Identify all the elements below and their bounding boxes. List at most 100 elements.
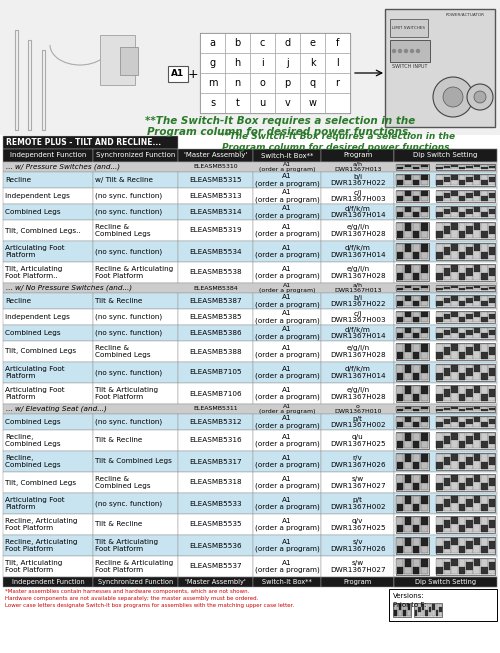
- Circle shape: [467, 84, 493, 110]
- Bar: [451, 454, 458, 469]
- Bar: [178, 430, 253, 451]
- Bar: [436, 611, 438, 616]
- Bar: [178, 172, 253, 188]
- Bar: [405, 454, 411, 462]
- Bar: [444, 312, 450, 322]
- Bar: [418, 607, 420, 613]
- Bar: [178, 472, 253, 493]
- Bar: [459, 441, 465, 448]
- Bar: [452, 417, 458, 422]
- Bar: [253, 204, 321, 220]
- Bar: [481, 433, 488, 448]
- Bar: [481, 538, 488, 553]
- Bar: [436, 516, 496, 533]
- Bar: [412, 407, 420, 411]
- Bar: [394, 220, 497, 241]
- Bar: [421, 365, 428, 380]
- Text: ELEASMB5536: ELEASMB5536: [189, 543, 242, 549]
- Bar: [452, 165, 458, 167]
- Bar: [3, 362, 93, 383]
- Bar: [225, 93, 250, 113]
- Bar: [396, 206, 428, 218]
- Bar: [404, 244, 411, 259]
- Bar: [321, 472, 394, 493]
- Bar: [396, 406, 428, 412]
- Bar: [444, 153, 450, 157]
- Bar: [459, 504, 465, 511]
- Text: Independent Function: Independent Function: [12, 579, 85, 585]
- Bar: [488, 247, 495, 255]
- Bar: [422, 407, 428, 409]
- Bar: [444, 177, 450, 182]
- Bar: [421, 244, 428, 259]
- Bar: [3, 204, 93, 220]
- Bar: [422, 207, 428, 212]
- Bar: [321, 535, 394, 556]
- Bar: [405, 265, 411, 272]
- Bar: [404, 538, 411, 553]
- Text: ELEASMB5384: ELEASMB5384: [193, 285, 238, 291]
- Bar: [451, 223, 458, 238]
- Bar: [93, 451, 178, 472]
- Bar: [300, 93, 325, 113]
- Bar: [421, 407, 428, 411]
- Bar: [93, 362, 178, 383]
- Bar: [466, 368, 472, 375]
- Bar: [390, 19, 428, 37]
- Bar: [474, 191, 480, 201]
- Bar: [93, 262, 178, 283]
- Bar: [405, 152, 411, 155]
- Bar: [275, 33, 300, 53]
- Text: A1
(order a program): A1 (order a program): [254, 224, 320, 237]
- Text: Dip Switch Setting: Dip Switch Setting: [414, 153, 478, 159]
- Bar: [253, 172, 321, 188]
- Bar: [422, 244, 428, 251]
- Bar: [466, 386, 473, 401]
- Bar: [428, 604, 432, 616]
- Text: Program: Program: [343, 153, 372, 159]
- Bar: [321, 325, 394, 341]
- Bar: [421, 559, 428, 574]
- Bar: [436, 165, 443, 169]
- Bar: [436, 312, 443, 322]
- Bar: [466, 207, 473, 217]
- Bar: [452, 559, 458, 566]
- Bar: [413, 441, 420, 448]
- Bar: [451, 365, 458, 380]
- Bar: [444, 268, 450, 276]
- Bar: [3, 262, 93, 283]
- Text: ELEASMB5314: ELEASMB5314: [189, 209, 242, 215]
- Bar: [321, 172, 394, 188]
- Bar: [452, 454, 458, 461]
- Bar: [436, 243, 496, 260]
- Text: a/h
DWR1367H013: a/h DWR1367H013: [334, 283, 382, 293]
- Text: Versions:: Versions:: [393, 593, 425, 599]
- Bar: [452, 244, 458, 251]
- Bar: [436, 191, 443, 201]
- Bar: [436, 546, 443, 553]
- Bar: [481, 288, 488, 290]
- Bar: [404, 207, 411, 217]
- Bar: [253, 241, 321, 262]
- Bar: [436, 386, 443, 401]
- Bar: [396, 190, 428, 202]
- Bar: [458, 296, 466, 306]
- Circle shape: [443, 87, 463, 107]
- Bar: [488, 330, 495, 335]
- Text: Tilt, Articulating
Foot Platform: Tilt, Articulating Foot Platform: [5, 560, 62, 573]
- Bar: [444, 209, 450, 214]
- Bar: [444, 314, 450, 319]
- Bar: [3, 172, 93, 188]
- Bar: [422, 191, 428, 196]
- Text: Articulating Foot
Platform: Articulating Foot Platform: [5, 366, 64, 379]
- Bar: [436, 432, 496, 449]
- Text: ELEASMB5318: ELEASMB5318: [189, 479, 242, 485]
- Bar: [404, 496, 411, 511]
- Bar: [404, 475, 411, 490]
- Bar: [436, 475, 443, 490]
- Bar: [413, 301, 420, 306]
- Bar: [178, 362, 253, 383]
- Bar: [432, 604, 434, 610]
- Bar: [488, 347, 495, 355]
- Bar: [444, 562, 450, 569]
